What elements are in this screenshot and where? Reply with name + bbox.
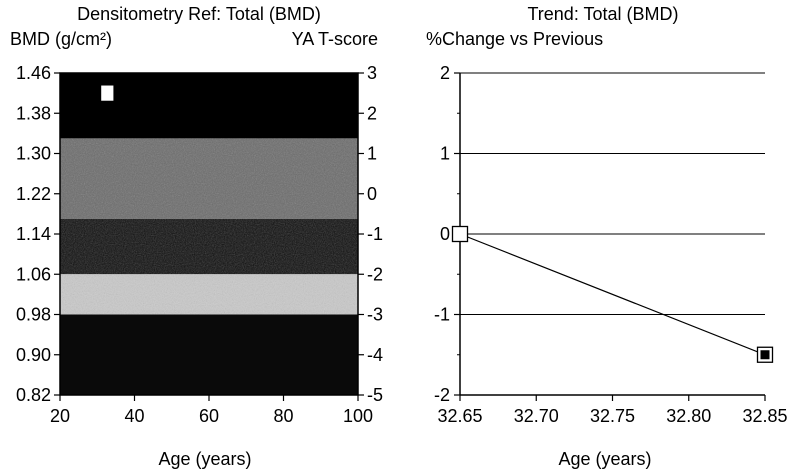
y-tick-label: 0.98 [16,305,51,325]
x-tick-label: 32.85 [742,406,787,426]
band-below [60,314,358,395]
right-grid [460,72,765,315]
y-tick-label: 2 [440,63,450,83]
series-line [459,233,766,356]
y2-tick-label: -1 [367,224,383,244]
left-y2-label: YA T-score [292,29,378,49]
left-x-label: Age (years) [158,449,251,469]
y-tick-label: 0 [440,224,450,244]
x-tick-label: 60 [199,406,219,426]
x-tick-label: 32.70 [514,406,559,426]
data-point [101,85,114,101]
y2-tick-label: 1 [367,144,377,164]
band-above-ref [60,73,358,139]
y-tick-label: 0.90 [16,345,51,365]
y-tick-label: 1.30 [16,144,51,164]
band-texture [60,138,358,315]
right-x-ticks: 32.65 32.70 32.75 32.80 32.85 [437,395,788,426]
left-chart: Densitometry Ref: Total (BMD) BMD (g/cm²… [10,4,383,469]
x-tick-label: 32.75 [590,406,635,426]
x-tick-label: 32.65 [437,406,482,426]
y2-tick-label: 0 [367,184,377,204]
y-tick-label: 1.06 [16,264,51,284]
y-tick-label: 0.82 [16,385,51,405]
y-tick-label: 1.14 [16,224,51,244]
y-tick-label: -2 [434,385,450,405]
right-x-label: Age (years) [558,449,651,469]
y2-tick-label: 3 [367,63,377,83]
x-tick-label: 32.80 [666,406,711,426]
x-tick-label: 40 [124,406,144,426]
y-tick-label: 1.38 [16,103,51,123]
y-tick-label: 1.46 [16,63,51,83]
x-tick-label: 20 [50,406,70,426]
y2-tick-label: -4 [367,345,383,365]
left-x-ticks: 20 40 60 80 100 [50,395,373,426]
left-y2-ticks: 3 2 1 0 -1 -2 -3 -4 -5 [358,63,383,405]
y2-tick-label: -5 [367,385,383,405]
right-y-label: %Change vs Previous [426,29,603,49]
x-tick-label: 80 [273,406,293,426]
left-title: Densitometry Ref: Total (BMD) [77,4,321,24]
series-marker-fill [760,350,770,360]
y-tick-label: 1 [440,144,450,164]
y-tick-label: -1 [434,305,450,325]
right-series [451,225,774,363]
y2-tick-label: -2 [367,264,383,284]
y-tick-label: 1.22 [16,184,51,204]
x-tick-label: 100 [343,406,373,426]
left-y-label: BMD (g/cm²) [10,29,112,49]
right-title: Trend: Total (BMD) [527,4,678,24]
y2-tick-label: 2 [367,103,377,123]
y2-tick-label: -3 [367,305,383,325]
left-y-ticks: 1.46 1.38 1.30 1.22 1.14 1.06 0.98 0.90 0.82 [16,63,60,405]
right-chart: Trend: Total (BMD) %Change vs Previous 2… [426,4,788,469]
left-data-points [101,85,114,101]
series-marker [451,225,469,243]
